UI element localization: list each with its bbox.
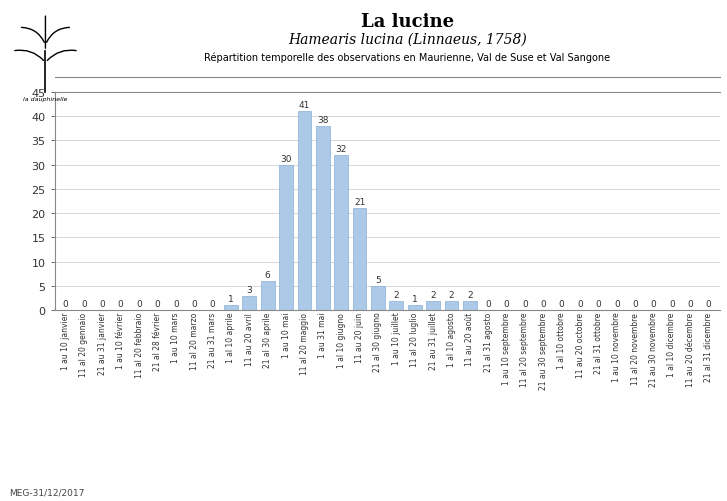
Text: 2: 2 — [449, 290, 454, 299]
Text: 0: 0 — [118, 300, 124, 309]
Text: 41: 41 — [299, 101, 310, 110]
Text: 0: 0 — [559, 300, 565, 309]
Bar — [279, 165, 293, 311]
Bar — [444, 301, 458, 311]
Text: 2: 2 — [393, 290, 399, 299]
Bar — [224, 306, 238, 311]
Text: 0: 0 — [632, 300, 638, 309]
Text: 5: 5 — [375, 276, 381, 285]
Text: 1: 1 — [228, 295, 234, 304]
Text: la dauphinelle: la dauphinelle — [23, 97, 68, 102]
Bar — [371, 287, 385, 311]
Text: 30: 30 — [281, 154, 292, 163]
Text: 21: 21 — [354, 198, 365, 207]
Bar — [297, 112, 311, 311]
Text: 0: 0 — [706, 300, 712, 309]
Text: 0: 0 — [100, 300, 105, 309]
Bar — [316, 127, 330, 311]
Bar — [463, 301, 477, 311]
Text: 0: 0 — [595, 300, 601, 309]
Text: 0: 0 — [540, 300, 546, 309]
Bar — [242, 296, 256, 311]
Bar — [390, 301, 403, 311]
Text: 38: 38 — [317, 116, 329, 125]
Text: Hamearis lucina (Linnaeus, 1758): Hamearis lucina (Linnaeus, 1758) — [288, 33, 526, 47]
Text: 0: 0 — [173, 300, 179, 309]
Text: 0: 0 — [155, 300, 161, 309]
Text: 32: 32 — [335, 145, 347, 154]
Text: 0: 0 — [136, 300, 142, 309]
Text: 0: 0 — [651, 300, 656, 309]
Text: 0: 0 — [614, 300, 619, 309]
Text: La lucine: La lucine — [361, 13, 454, 31]
Text: 0: 0 — [191, 300, 197, 309]
Bar — [408, 306, 422, 311]
Text: 3: 3 — [246, 285, 252, 294]
Text: 2: 2 — [430, 290, 436, 299]
Text: MEG-31/12/2017: MEG-31/12/2017 — [9, 488, 84, 497]
Text: 1: 1 — [411, 295, 417, 304]
Text: 6: 6 — [265, 271, 270, 280]
Text: 0: 0 — [522, 300, 528, 309]
Text: 0: 0 — [209, 300, 215, 309]
Text: Répartition temporelle des observations en Maurienne, Val de Suse et Val Sangone: Répartition temporelle des observations … — [204, 53, 610, 63]
Text: 0: 0 — [688, 300, 694, 309]
Bar — [353, 209, 366, 311]
Bar — [426, 301, 440, 311]
Bar — [261, 282, 275, 311]
Text: 0: 0 — [486, 300, 491, 309]
Text: 0: 0 — [669, 300, 675, 309]
Bar — [334, 156, 348, 311]
Text: 0: 0 — [577, 300, 583, 309]
Text: 2: 2 — [467, 290, 473, 299]
Text: 0: 0 — [81, 300, 87, 309]
Text: 0: 0 — [504, 300, 510, 309]
Text: 0: 0 — [63, 300, 68, 309]
